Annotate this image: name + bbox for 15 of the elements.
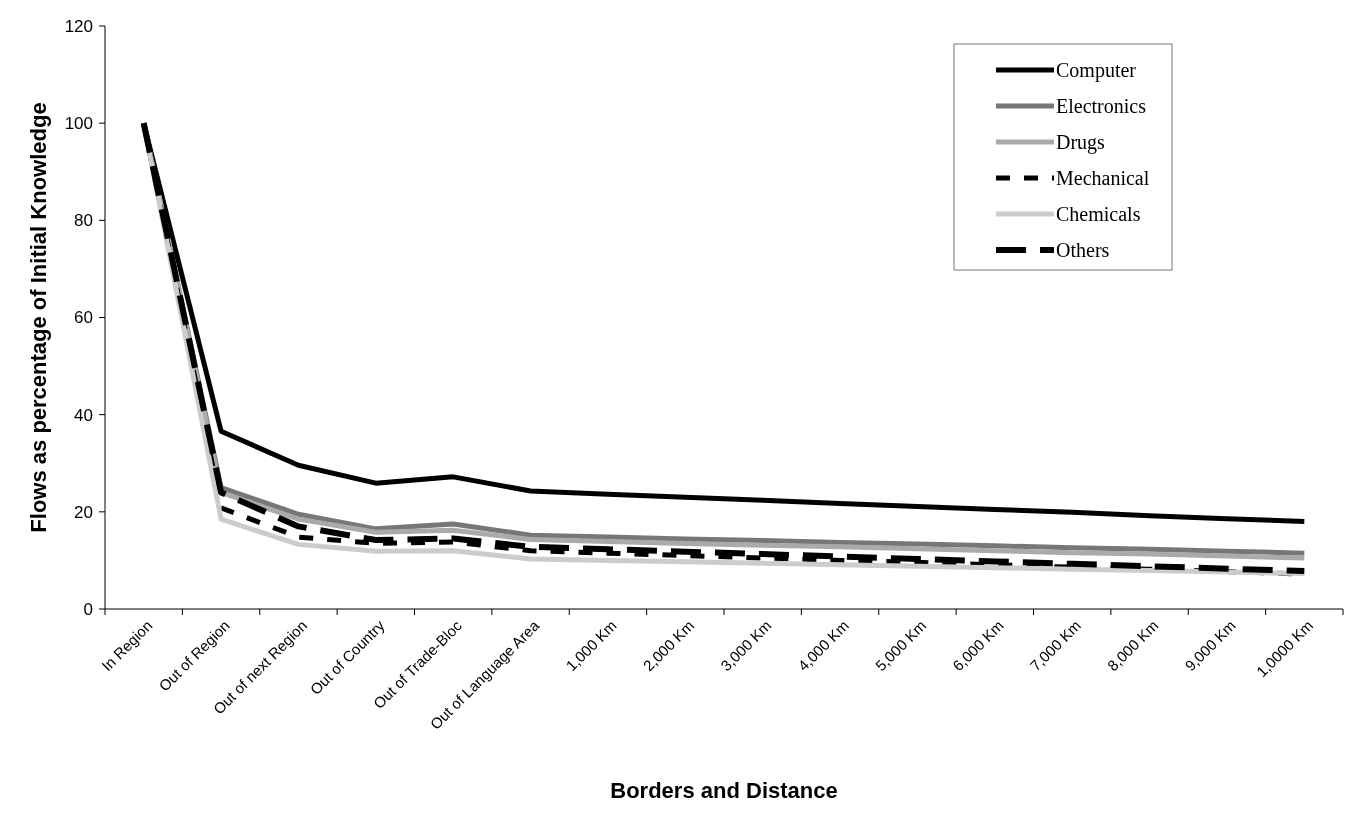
y-tick-label: 80 xyxy=(74,211,93,231)
x-axis-title: Borders and Distance xyxy=(610,778,838,803)
y-tick-label: 0 xyxy=(83,599,93,619)
legend-label: Others xyxy=(1056,239,1110,261)
y-axis-title: Flows as percentage of Initial Knowledge xyxy=(26,102,51,533)
y-tick-label: 60 xyxy=(74,308,93,328)
legend-label: Mechanical xyxy=(1056,167,1150,189)
y-tick-label: 120 xyxy=(64,16,93,36)
legend-label: Computer xyxy=(1056,59,1137,82)
y-tick-label: 40 xyxy=(74,405,93,425)
y-tick-label: 100 xyxy=(64,114,93,134)
legend-label: Drugs xyxy=(1056,131,1106,154)
legend-label: Chemicals xyxy=(1056,203,1141,225)
legend-label: Electronics xyxy=(1056,95,1147,117)
y-tick-label: 20 xyxy=(74,502,93,522)
